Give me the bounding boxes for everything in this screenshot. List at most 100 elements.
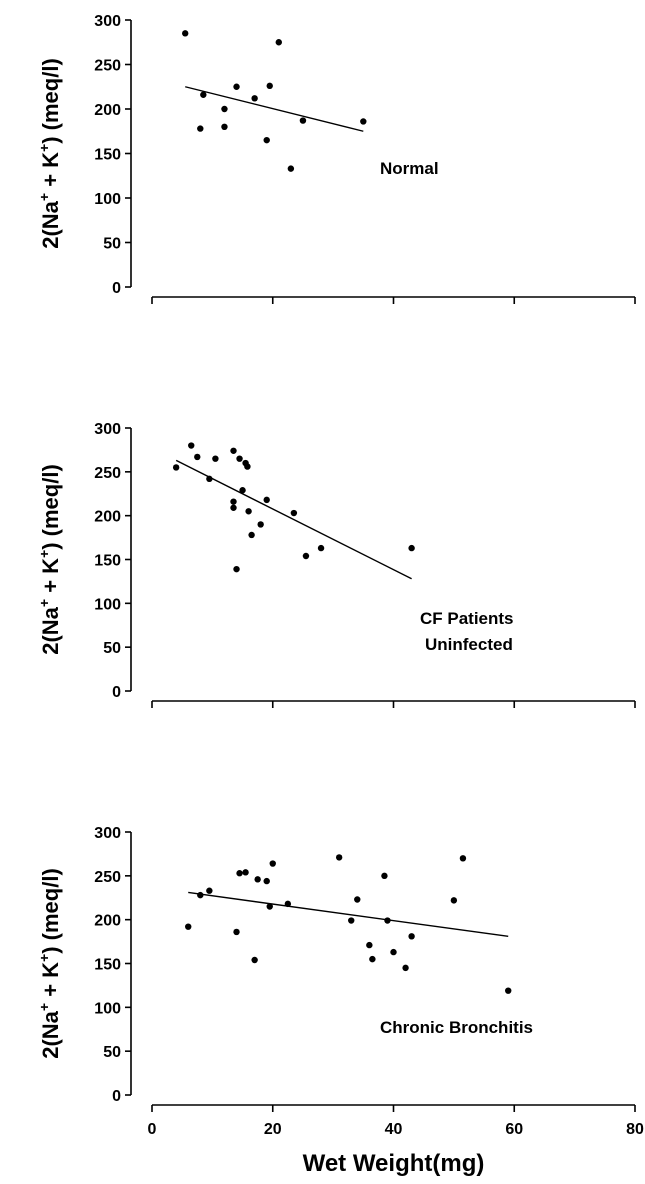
y-axis-label-post: ) (meq/l) [38,58,63,144]
y-axis-label-mid: + K [38,962,63,1003]
data-point [248,531,255,539]
data-point [251,956,258,964]
y-tick-label: 100 [94,1000,121,1017]
data-point [360,118,367,125]
x-tick-label: 40 [385,1121,403,1138]
y-axis-label: 2(Na+ + K+) (meq/l) [36,464,63,655]
y-axis-label-sup2: + [36,550,52,558]
data-point [236,455,243,462]
data-point [251,95,258,102]
data-point [230,498,237,505]
data-point [366,941,373,949]
data-point [257,521,264,528]
data-point [185,923,192,930]
y-tick-label: 50 [103,640,121,657]
trend-line [188,891,509,938]
data-point [505,987,512,994]
y-axis-label-sup2: + [36,144,52,152]
data-point [245,508,252,515]
y-axis-label-sup2: + [36,954,52,962]
y-tick-label: 50 [103,1044,121,1061]
y-axis-label-sup1: + [36,599,52,607]
data-point [197,125,204,132]
data-point [236,870,243,877]
data-point [239,487,246,494]
data-point [354,896,361,903]
data-point [233,565,240,573]
data-point [290,509,298,517]
data-point [244,463,251,470]
y-tick-label: 200 [94,913,121,930]
data-point [390,948,397,956]
data-point [450,897,458,904]
x-tick-label: 60 [505,1121,523,1138]
y-tick-label: 150 [94,147,121,164]
data-point [200,91,207,98]
y-tick-label: 200 [94,102,121,119]
y-tick-label: 150 [94,957,121,974]
y-tick-label: 300 [94,825,121,842]
y-tick-label: 0 [112,1088,121,1105]
data-point [317,544,325,552]
data-point [459,855,467,862]
trend-line [175,459,412,580]
x-tick-label: 80 [626,1121,644,1138]
data-point [221,123,228,130]
data-point [408,544,415,552]
data-point [233,928,240,936]
trend-line [185,86,364,132]
panel-annotation: Normal [380,159,439,178]
data-point [230,447,237,454]
data-point [384,917,391,924]
data-point [242,869,249,876]
y-tick-label: 100 [94,191,121,208]
panel-annotation: CF Patients [420,609,514,628]
data-point [266,903,273,910]
y-tick-label: 250 [94,58,121,75]
y-tick-label: 250 [94,465,121,482]
data-point [269,860,276,867]
data-point [221,105,228,113]
data-point [263,496,270,504]
y-axis-label: 2(Na+ + K+) (meq/l) [36,58,63,249]
panel-annotation: Chronic Bronchitis [380,1018,533,1037]
x-tick-label: 0 [148,1121,157,1138]
y-tick-label: 50 [103,236,121,253]
data-point [408,933,415,940]
data-point [369,955,376,963]
data-point [263,136,270,144]
data-point [284,900,292,908]
y-axis-label-mid: + K [38,152,63,193]
data-point [233,83,240,90]
y-tick-label: 250 [94,869,121,886]
data-point [335,854,343,861]
data-point [254,876,261,883]
data-point [275,39,282,46]
y-axis-label: 2(Na+ + K+) (meq/l) [36,868,63,1059]
y-tick-label: 300 [94,421,121,438]
data-point [188,442,195,449]
data-point [266,82,273,90]
data-point [302,552,310,560]
y-axis-label-pre: 2(Na [38,606,63,654]
y-tick-label: 0 [112,280,121,297]
y-axis-label-pre: 2(Na [38,200,63,248]
panel-annotation: Uninfected [425,635,513,654]
data-point [194,453,201,461]
y-axis-label-sup1: + [36,1003,52,1011]
data-point [230,504,237,511]
data-point [299,117,307,124]
y-tick-label: 300 [94,13,121,30]
y-tick-label: 100 [94,596,121,613]
y-axis-label-mid: + K [38,558,63,599]
data-point [348,917,355,924]
data-point [402,964,409,972]
y-axis-label-pre: 2(Na [38,1010,63,1058]
data-point [206,887,213,894]
data-point [206,475,213,483]
data-point [212,455,219,462]
